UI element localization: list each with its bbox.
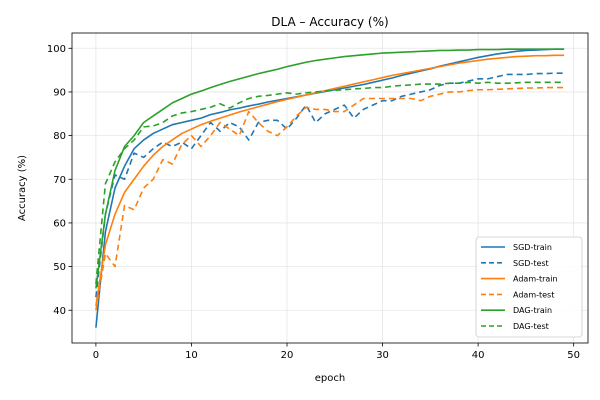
legend-label-dag-test: DAG-test (513, 322, 549, 331)
series-line-adam-train (95, 54, 565, 307)
series-line-dag-train (95, 48, 565, 289)
y-tick-label: 80 (53, 131, 66, 142)
x-axis-ticks: 0 10 20 30 40 50 (93, 343, 580, 361)
y-tick-label: 60 (53, 218, 66, 229)
x-tick-label: 0 (93, 350, 99, 361)
series-line-dag-test (95, 81, 565, 285)
y-tick-label: 70 (53, 175, 66, 186)
y-tick-label: 100 (47, 44, 66, 55)
legend-label-adam-test: Adam-test (513, 290, 554, 299)
y-tick-label: 90 (53, 87, 66, 98)
series-lines (95, 48, 565, 328)
legend-label-sgd-test: SGD-test (513, 259, 549, 268)
y-tick-label: 50 (53, 262, 66, 273)
x-tick-label: 50 (567, 350, 580, 361)
grid-lines (72, 33, 588, 343)
x-tick-label: 20 (281, 350, 294, 361)
x-axis-title: epoch (315, 373, 345, 384)
chart-title: DLA – Accuracy (%) (271, 15, 388, 29)
x-tick-label: 30 (376, 350, 389, 361)
y-tick-label: 40 (53, 306, 66, 317)
y-axis-title: Accuracy (%) (17, 155, 28, 221)
legend-label-sgd-train: SGD-train (513, 243, 552, 252)
legend: SGD-train SGD-test Adam-train Adam-test DAG-… (475, 236, 583, 338)
y-axis-ticks: 40 50 60 70 80 90 100 (47, 44, 72, 317)
plot-frame (71, 32, 589, 344)
legend-box (475, 236, 583, 338)
legend-label-dag-train: DAG-train (513, 306, 552, 315)
x-tick-label: 40 (472, 350, 485, 361)
x-tick-label: 10 (185, 350, 198, 361)
legend-label-adam-train: Adam-train (513, 275, 558, 284)
